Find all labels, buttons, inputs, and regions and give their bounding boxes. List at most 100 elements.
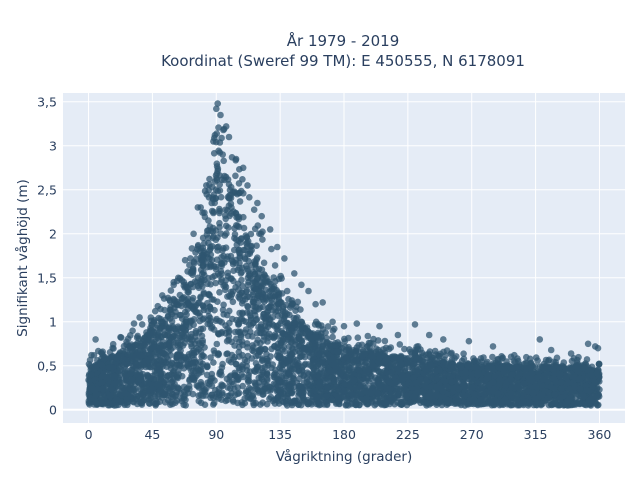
data-point [94,357,101,364]
data-point [275,304,283,312]
data-point [90,366,98,373]
data-point [550,358,557,366]
data-point [265,319,273,327]
data-point [246,194,253,201]
data-point [108,373,115,381]
data-point [501,396,509,403]
data-point [236,198,244,205]
data-point [380,346,387,353]
data-point [362,395,370,403]
data-point [168,311,176,318]
data-point [338,368,345,376]
data-point [197,294,204,302]
data-point [167,287,175,294]
data-point [355,367,363,374]
data-point [86,385,94,392]
data-point [252,286,259,293]
data-point [271,262,279,269]
data-point [220,301,227,309]
data-point [232,236,240,243]
data-point [471,357,479,364]
data-point [274,312,282,320]
data-point [142,384,150,392]
data-point [342,402,350,409]
data-point [227,183,235,191]
data-point [265,304,272,312]
data-point [161,331,168,339]
data-point [215,124,222,131]
data-point [372,397,380,405]
data-point [489,367,497,374]
data-point [200,269,207,276]
data-point [243,288,250,296]
data-point [198,368,205,376]
data-point [594,366,602,374]
data-point [474,371,481,379]
data-point [161,391,169,399]
data-point [167,394,175,401]
data-point [132,360,140,368]
data-point [239,309,246,317]
data-point [398,401,405,409]
data-point [195,384,203,391]
data-point [98,400,106,407]
data-point [246,384,253,392]
data-point [172,339,180,347]
data-point [406,399,414,407]
data-point [426,348,434,355]
data-point [249,298,257,306]
data-point [410,393,418,401]
data-point [373,345,380,353]
data-point [269,313,277,321]
data-point [260,310,268,318]
data-point [239,297,247,305]
data-point [446,373,454,380]
data-point [254,336,261,344]
data-point [392,354,400,362]
data-point [332,376,340,384]
data-point [113,354,121,362]
data-point [270,283,278,291]
data-point [185,364,193,371]
data-point [210,359,217,366]
data-point [241,255,249,263]
data-point [244,267,252,275]
data-point [576,385,584,393]
data-point [325,351,332,359]
data-point [365,377,372,385]
data-point [294,298,302,306]
data-point [234,213,242,221]
data-point [247,243,254,250]
data-point [260,259,268,267]
data-point [189,390,197,398]
data-point [122,390,129,398]
data-point [296,353,304,361]
data-point [355,348,362,356]
data-point [150,329,157,337]
data-point [190,260,198,267]
data-point [180,365,188,372]
data-point [151,358,158,366]
data-point [285,384,292,392]
data-point [235,286,242,294]
data-point [134,332,141,340]
data-point [272,332,280,340]
data-point [322,329,329,336]
data-point [242,326,250,333]
data-point [216,369,224,376]
data-point [264,338,271,345]
data-point [286,362,294,370]
data-point [284,322,291,329]
data-point [224,269,232,277]
data-point [440,348,447,356]
data-point [361,359,369,366]
data-point [228,351,236,359]
data-point [433,392,440,399]
data-point [168,318,176,325]
data-point [173,352,181,360]
data-point [273,323,281,330]
data-point [422,365,430,373]
data-point [149,399,157,406]
data-point [199,392,206,400]
data-point [314,320,322,328]
